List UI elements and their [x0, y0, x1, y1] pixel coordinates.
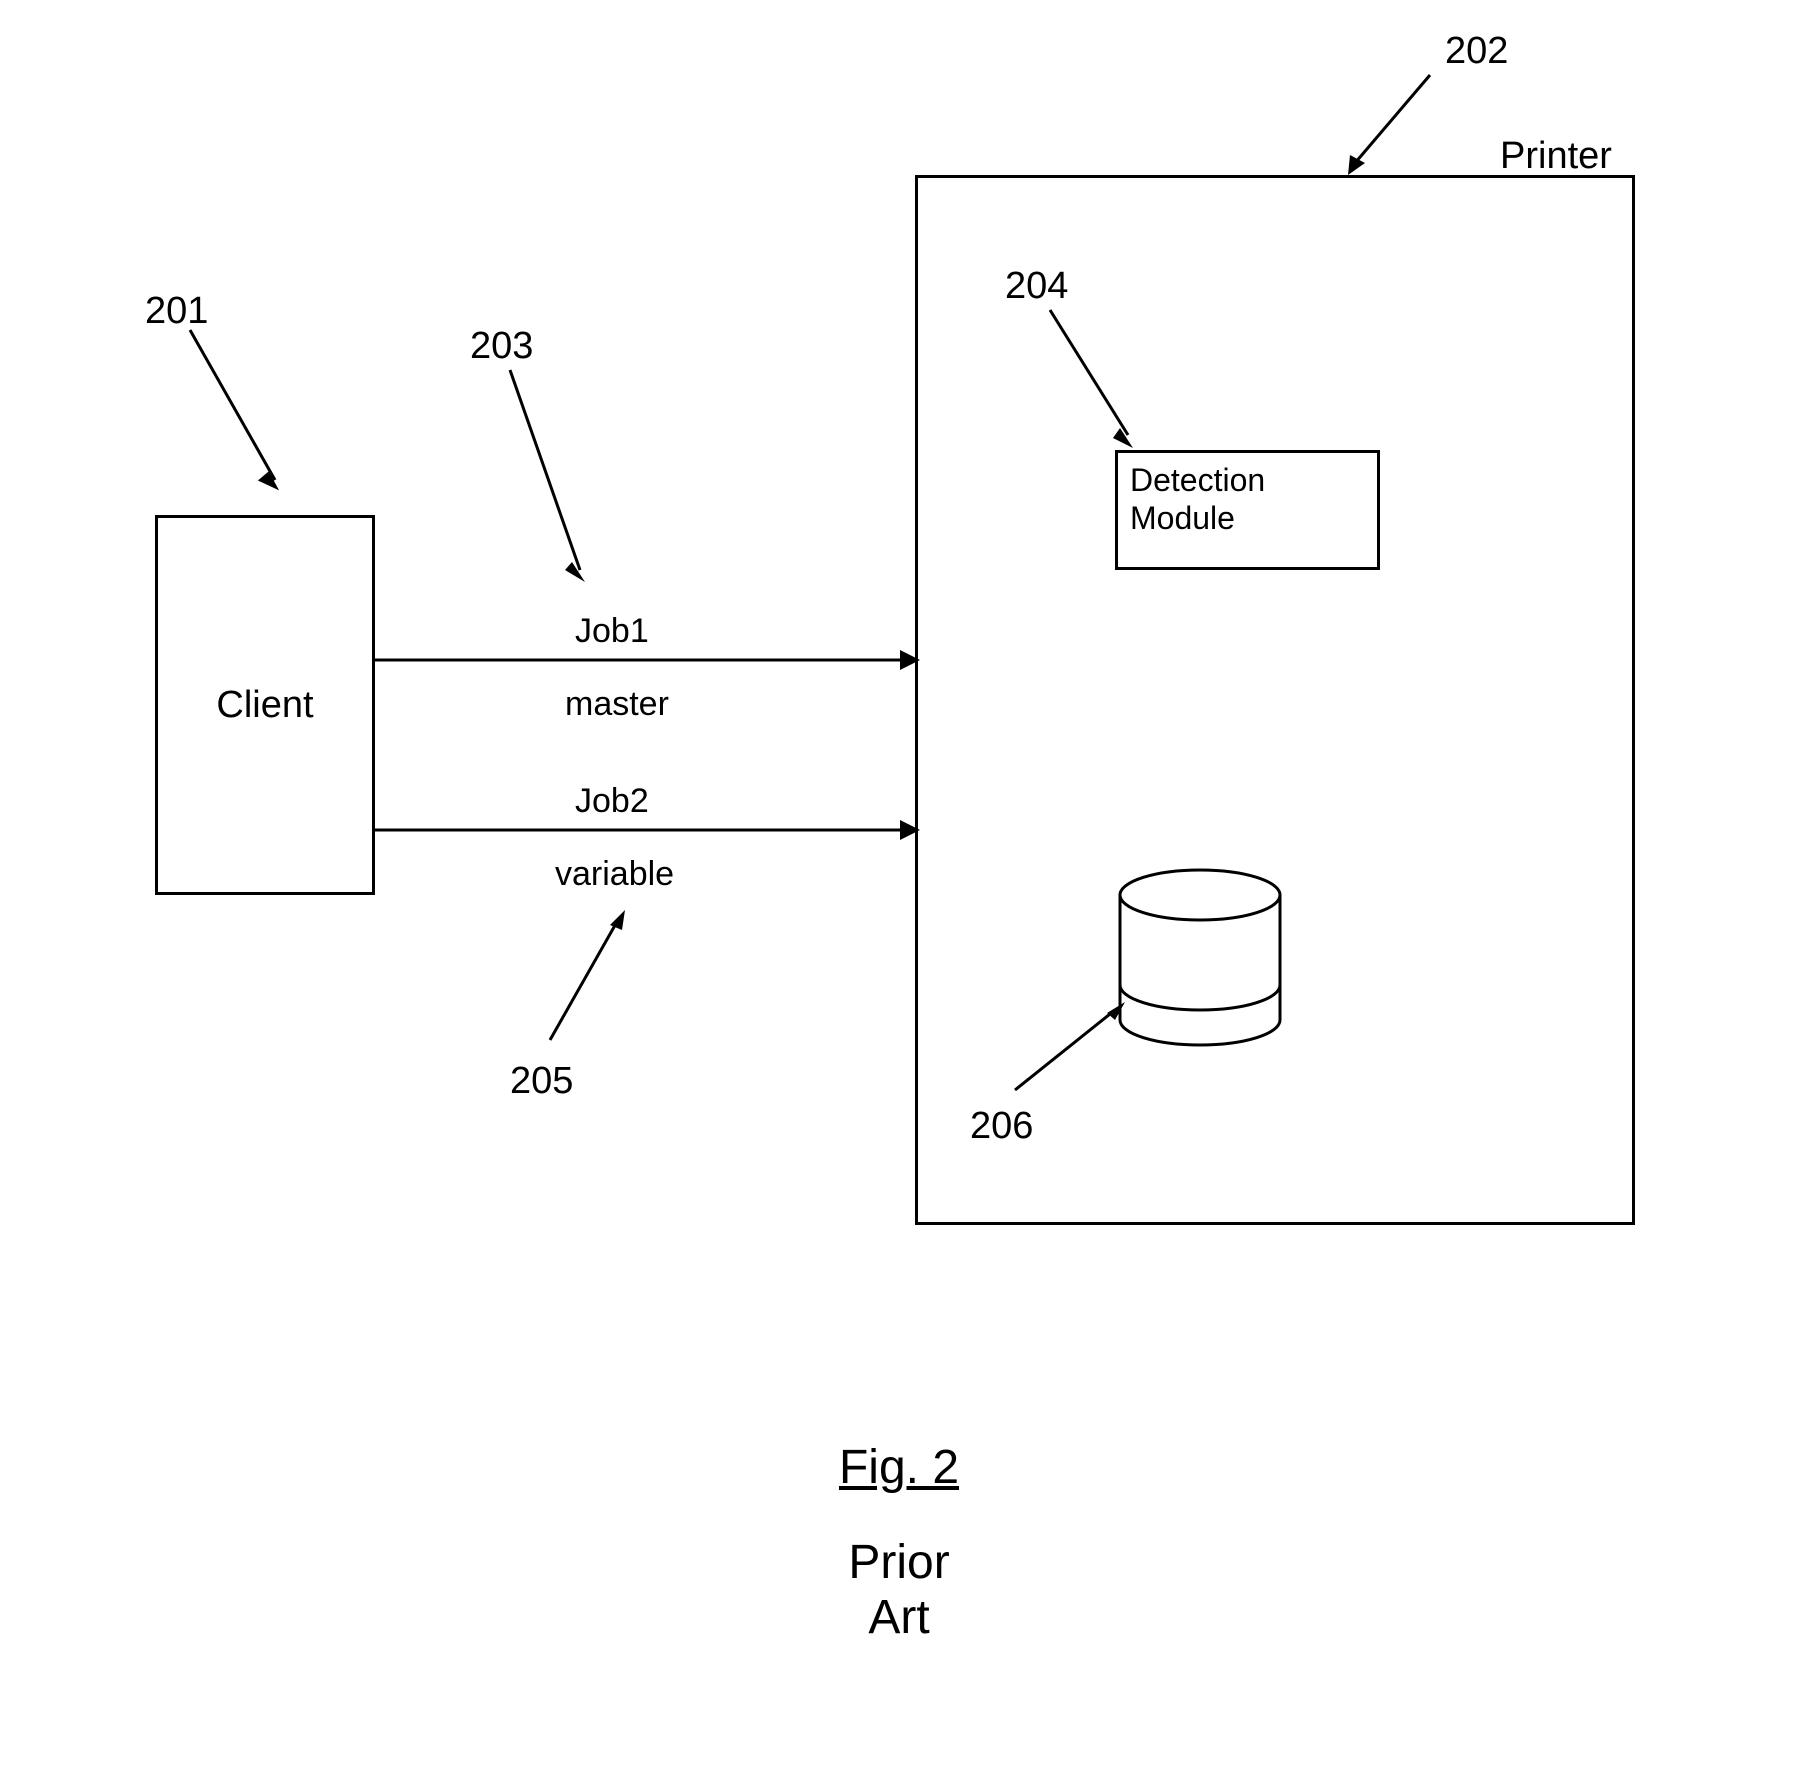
annotation-206-label: 206 — [970, 1105, 1033, 1148]
database-icon — [1115, 870, 1285, 1060]
figure-subtitle-line1: Prior — [0, 1535, 1798, 1590]
printer-label: Printer — [1500, 135, 1612, 178]
job2-label-top: Job2 — [575, 782, 649, 821]
annotation-205-label: 205 — [510, 1060, 573, 1103]
annotation-203-arrow — [500, 370, 600, 600]
job1-label-top: Job1 — [575, 612, 649, 651]
annotation-204-label: 204 — [1005, 265, 1068, 308]
annotation-201-label: 201 — [145, 290, 208, 333]
annotation-206-arrow — [1005, 995, 1135, 1105]
annotation-205-arrow — [540, 905, 640, 1055]
figure-subtitle-line2: Art — [0, 1590, 1798, 1645]
detection-module-label: Detection Module — [1130, 461, 1265, 538]
figure-caption: Fig. 2 Prior Art — [0, 1440, 1798, 1645]
client-box: Client — [155, 515, 375, 895]
figure-label: Fig. 2 — [839, 1440, 959, 1495]
diagram-canvas: Printer Client Detection Module Job1 mas… — [0, 0, 1798, 1779]
annotation-202-arrow — [1340, 75, 1450, 180]
job2-label-bottom: variable — [555, 855, 674, 894]
annotation-204-arrow — [1040, 310, 1150, 455]
client-label: Client — [216, 684, 313, 727]
annotation-201-arrow — [180, 330, 300, 505]
job1-label-bottom: master — [565, 685, 669, 724]
detection-module-box: Detection Module — [1115, 450, 1380, 570]
annotation-203-label: 203 — [470, 325, 533, 368]
annotation-202-label: 202 — [1445, 30, 1508, 73]
